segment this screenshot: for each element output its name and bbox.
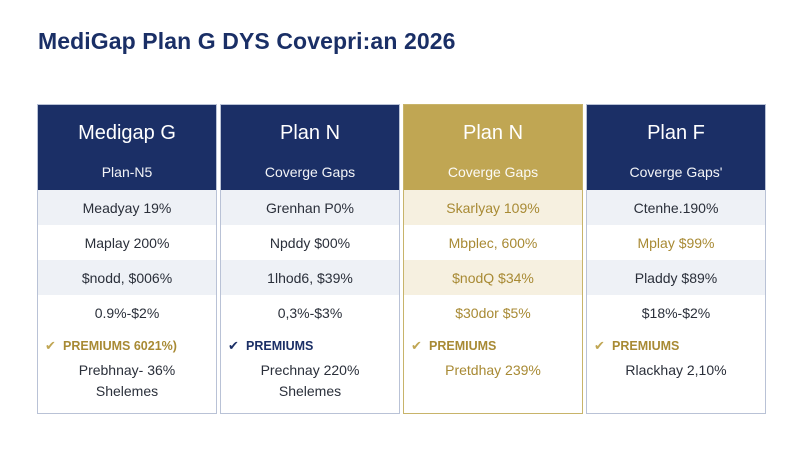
check-icon: ✔ bbox=[411, 338, 422, 353]
plan-title: Plan F bbox=[647, 122, 705, 144]
premium-line: ✔ PREMIUMS 6021%) bbox=[38, 338, 216, 354]
plan-title: Plan N bbox=[279, 122, 341, 144]
plan-row: Skarlyay 109% bbox=[404, 190, 582, 225]
plan-row: 1lhod6, $39% bbox=[221, 260, 399, 295]
premium-label: PREMIUMS 6021%) bbox=[63, 339, 177, 353]
plan-row: $nodQ $34% bbox=[404, 260, 582, 295]
plan-row: Grenhan P0% bbox=[221, 190, 399, 225]
plan-card-header: Plan N Coverge Gaps bbox=[404, 105, 582, 190]
plan-card-header: Medigap G Plan-N5 bbox=[38, 105, 216, 190]
plan-row: $nodd, $006% bbox=[38, 260, 216, 295]
page-title: MediGap Plan G DYS Covepri:an 2026 bbox=[38, 28, 456, 54]
plan-row: Pladdy $89% bbox=[587, 260, 765, 295]
plan-card-header: Plan N Coverge Gaps bbox=[221, 105, 399, 190]
check-icon: ✔ bbox=[228, 338, 239, 353]
plan-subtitle: Plan-N5 bbox=[101, 164, 153, 180]
premium-block: ✔ PREMIUMS Rlackhay 2,10% bbox=[587, 330, 765, 381]
check-icon: ✔ bbox=[45, 338, 56, 353]
premium-block: ✔ PREMIUMS 6021%) Prebhnay- 36% Shelemes bbox=[38, 330, 216, 402]
plan-footnote: Shelemes bbox=[278, 383, 342, 399]
plan-card-medigap-g[interactable]: Medigap G Plan-N5 Meadyay 19% Maplay 200… bbox=[37, 104, 217, 414]
plan-row: Mplay $99% bbox=[637, 234, 715, 251]
plan-card-plan-n[interactable]: Plan N Coverge Gaps Grenhan P0% Npddy $0… bbox=[220, 104, 400, 414]
plan-footnote: Rlackhay 2,10% bbox=[625, 362, 727, 378]
plan-row: Ctenhe.190% bbox=[587, 190, 765, 225]
plan-footnote: Shelemes bbox=[95, 383, 159, 399]
plan-card-header: Plan F Coverge Gaps' bbox=[587, 105, 765, 190]
plan-card-plan-f[interactable]: Plan F Coverge Gaps' Ctenhe.190% Mplay $… bbox=[586, 104, 766, 414]
plan-subtitle: Coverge Gaps' bbox=[629, 164, 723, 180]
premium-label: PREMIUMS bbox=[246, 339, 314, 353]
premium-block: ✔ PREMIUMS Prechnay 220% Shelemes bbox=[221, 330, 399, 402]
plan-row: Mbplec, 600% bbox=[448, 234, 538, 251]
plan-title: Medigap G bbox=[78, 122, 176, 144]
plan-footnote: Pretdhay 239% bbox=[445, 362, 541, 378]
premium-label: PREMIUMS bbox=[612, 339, 680, 353]
plan-row: Maplay 200% bbox=[84, 234, 170, 251]
plan-row: 0.9%-$2% bbox=[94, 304, 160, 321]
premium-line: ✔ PREMIUMS bbox=[221, 338, 399, 354]
check-icon: ✔ bbox=[594, 338, 605, 353]
premium-line: ✔ PREMIUMS bbox=[587, 338, 765, 354]
premium-label: PREMIUMS bbox=[429, 339, 497, 353]
premium-line: ✔ PREMIUMS bbox=[404, 338, 582, 354]
plan-row: $18%-$2% bbox=[641, 304, 711, 321]
plan-title: Plan N bbox=[462, 122, 524, 144]
plan-subtitle: Coverge Gaps bbox=[264, 164, 356, 180]
plan-row: $30dor $5% bbox=[455, 304, 531, 321]
plan-row: 0,3%-$3% bbox=[277, 304, 343, 321]
plan-footnote: Prechnay 220% bbox=[260, 362, 360, 378]
plan-row: Meadyay 19% bbox=[38, 190, 216, 225]
premium-block: ✔ PREMIUMS Pretdhay 239% bbox=[404, 330, 582, 381]
plan-row: Npddy $00% bbox=[269, 234, 351, 251]
plan-subtitle: Coverge Gaps bbox=[447, 164, 539, 180]
plan-footnote: Prebhnay- 36% bbox=[78, 362, 176, 378]
plan-card-plan-n-highlighted[interactable]: Plan N Coverge Gaps Skarlyay 109% Mbplec… bbox=[403, 104, 583, 414]
